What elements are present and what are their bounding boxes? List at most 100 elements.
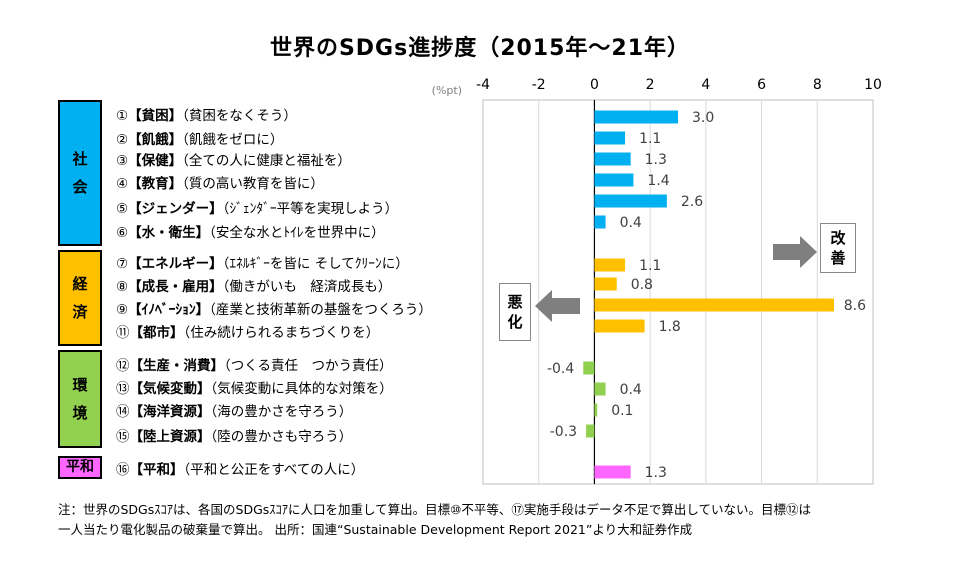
bar: [594, 277, 617, 291]
goal-name: 【都市】: [129, 325, 184, 341]
plot-area: [482, 99, 874, 485]
goal-description: （飢餓をゼロに）: [182, 132, 284, 148]
bar: [594, 465, 631, 479]
category-peace: 平和: [58, 456, 102, 479]
bar-value-label: 1.3: [645, 152, 667, 168]
x-tick-label: 2: [646, 77, 655, 93]
improve-badge-char: 改: [830, 229, 846, 247]
worse-badge-char: 悪: [507, 293, 523, 311]
goal-number: ⑪: [116, 325, 130, 341]
x-tick-label: 8: [813, 77, 822, 93]
bar: [594, 173, 634, 187]
unit-label: (%pt): [432, 84, 462, 97]
goal-row: ③【保健】（全ての人に健康と福祉を）: [116, 152, 351, 170]
goal-row: ①【貧困】（貧困をなくそう）: [116, 107, 297, 125]
bar-value-label: 0.1: [611, 403, 633, 419]
goal-description: （安全な水とﾄｲﾚを世界中に）: [209, 225, 385, 241]
bar: [594, 382, 606, 396]
goal-row: ⑨【ｲﾉﾍﾞｰｼｮﾝ】（産業と技術革新の基盤をつくろう）: [116, 301, 432, 319]
goal-description: （働きがいも 経済成長も）: [222, 279, 392, 295]
goal-number: ③: [116, 153, 129, 169]
goal-row: ②【飢餓】（飢餓をゼロに）: [116, 131, 283, 149]
goal-name: 【ジェンダー】: [128, 201, 223, 217]
x-tick-label: 10: [864, 77, 882, 93]
goal-number: ⑭: [116, 404, 130, 420]
goal-row: ⑭【海洋資源】（海の豊かさを守ろう）: [116, 403, 352, 421]
footnote-line: 一人当たり電化製品の破棄量で算出。 出所：国連“Sustainable Deve…: [58, 522, 693, 537]
goal-name: 【保健】: [128, 153, 183, 169]
bar-value-label: 0.4: [620, 382, 642, 398]
goal-description: （平和と公正をすべての人に）: [183, 462, 365, 478]
bar: [594, 319, 645, 333]
bar: [594, 194, 667, 208]
goal-row: ⑪【都市】（住み続けられるまちづくりを）: [116, 324, 379, 342]
goal-description: （産業と技術革新の基盤をつくろう）: [209, 302, 432, 318]
goal-row: ④【教育】（質の高い教育を皆に）: [116, 175, 324, 193]
goal-name: 【飢餓】: [128, 132, 183, 148]
goal-row: ⑯【平和】（平和と公正をすべての人に）: [116, 461, 364, 479]
chart-title: 世界のSDGs進捗度（2015年～21年）: [269, 36, 691, 61]
goal-name: 【教育】: [128, 176, 183, 192]
goal-name: 【気候変動】: [129, 381, 211, 397]
goal-name: 【水・衛生】: [128, 225, 210, 241]
x-tick-label: -4: [476, 77, 490, 93]
goal-name: 【成長・雇用】: [128, 279, 223, 295]
worse-arrow-icon: [535, 290, 580, 322]
goal-name: 【海洋資源】: [129, 404, 211, 420]
goal-row: ⑥【水・衛生】（安全な水とﾄｲﾚを世界中に）: [116, 224, 385, 242]
goal-row: ⑧【成長・雇用】（働きがいも 経済成長も）: [116, 278, 391, 296]
bar-chart: -4 -2 0 2 4 6 8 10 (%pt) 3.0 1.1 1.3 1.4 2.6 0.4 1.1 0.8…: [432, 77, 882, 485]
bar-value-label: 0.4: [620, 215, 642, 231]
category-economy-char: 経: [72, 275, 88, 293]
bar: [583, 361, 595, 375]
category-environment: 環 境: [58, 350, 102, 448]
bar-value-label: -0.3: [550, 424, 577, 440]
worse-badge-char: 化: [507, 313, 523, 331]
goal-description: （全ての人に健康と福祉を）: [182, 153, 351, 169]
goal-description: （陸の豊かさも守ろう）: [210, 429, 353, 445]
bar: [594, 258, 626, 272]
x-tick-label: 0: [590, 77, 599, 93]
improve-badge: 改 善: [820, 223, 856, 273]
bar-value-label: 2.6: [681, 194, 703, 210]
bar: [594, 403, 598, 417]
goal-row: ⑤【ジェンダー】（ｼﾞｪﾝﾀﾞｰ平等を実現しよう）: [116, 200, 398, 218]
bar: [586, 424, 595, 438]
category-social-char: 会: [72, 178, 88, 196]
goal-number: ⑧: [116, 279, 129, 295]
worse-badge: 悪 化: [499, 283, 531, 341]
bar: [594, 131, 626, 145]
bar-value-label: -0.4: [547, 361, 574, 377]
bar-value-label: 8.6: [844, 298, 866, 314]
bar: [594, 152, 631, 166]
bar-value-label: 0.8: [631, 277, 653, 293]
goal-number: ⑥: [116, 225, 129, 241]
goal-number: ②: [116, 132, 129, 148]
bar: [594, 215, 606, 229]
category-social-char: 社: [72, 150, 88, 168]
goal-row: ⑬【気候変動】（気候変動に具体的な対策を）: [116, 380, 393, 398]
goal-description: （海の豊かさを守ろう）: [210, 404, 353, 420]
goal-name: 【陸上資源】: [129, 429, 211, 445]
bar-value-label: 1.1: [639, 131, 661, 147]
goal-number: ⑦: [116, 256, 129, 272]
goal-description: （質の高い教育を皆に）: [182, 176, 324, 192]
improve-badge-char: 善: [830, 249, 846, 267]
x-tick-label: 4: [701, 77, 710, 93]
goal-row: ⑦【エネルギー】（ｴﾈﾙｷﾞｰを皆に そしてｸﾘｰﾝに）: [116, 255, 409, 273]
goal-number: ⑮: [116, 429, 130, 445]
goal-row: ⑮【陸上資源】（陸の豊かさも守ろう）: [116, 428, 352, 446]
category-environment-char: 環: [72, 376, 88, 394]
goal-name: 【貧困】: [128, 108, 183, 124]
bar: [594, 298, 834, 312]
goal-description: （ｴﾈﾙｷﾞｰを皆に そしてｸﾘｰﾝに）: [222, 256, 409, 272]
goal-description: （ｼﾞｪﾝﾀﾞｰ平等を実現しよう）: [222, 201, 399, 217]
goal-number: ⑬: [116, 381, 130, 397]
goal-number: ④: [116, 176, 129, 192]
x-tick-label: -2: [532, 77, 546, 93]
goal-name: 【生産・消費】: [129, 358, 225, 374]
footnote-line: 注：世界のSDGsｽｺｱは、各国のSDGsｽｺｱに人口を加重して算出。目標⑩不平…: [58, 502, 811, 517]
bar-value-label: 1.4: [647, 173, 669, 189]
goal-number: ①: [116, 108, 129, 124]
category-peace-label: 平和: [66, 459, 94, 475]
